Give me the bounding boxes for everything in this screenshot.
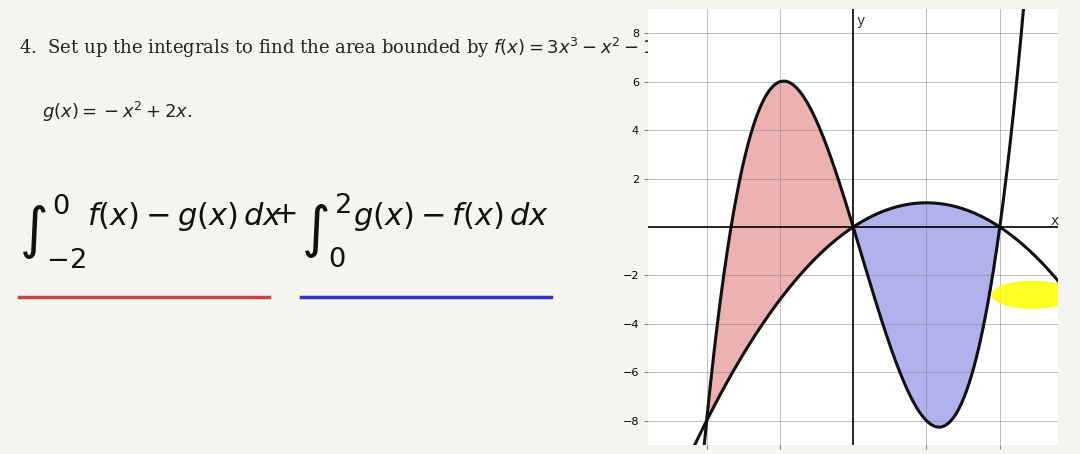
- Text: $\int_{-2}^{0}$: $\int_{-2}^{0}$: [19, 191, 86, 270]
- Text: 4.  Set up the integrals to find the area bounded by $f(x) = 3x^3 - x^2 - 10x$ a: 4. Set up the integrals to find the area…: [19, 36, 717, 60]
- Text: $f(x)-g(x)\,dx$: $f(x)-g(x)\,dx$: [87, 200, 283, 233]
- Text: $+$: $+$: [272, 200, 297, 229]
- Text: $\int_{0}^{2}$: $\int_{0}^{2}$: [301, 191, 352, 269]
- Text: y: y: [856, 14, 865, 28]
- Text: $g(x)-f(x)\,dx$: $g(x)-f(x)\,dx$: [353, 200, 549, 233]
- Circle shape: [993, 281, 1074, 308]
- Text: $g(x) = -x^2 + 2x$.: $g(x) = -x^2 + 2x$.: [42, 100, 192, 124]
- Text: x: x: [1051, 214, 1058, 228]
